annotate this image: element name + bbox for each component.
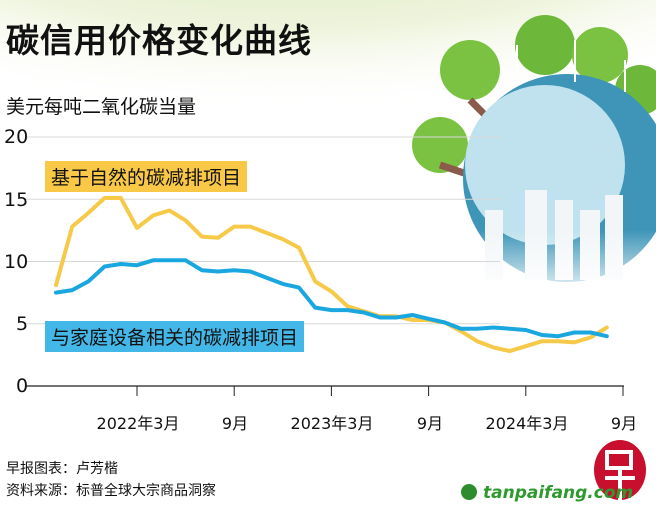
x-tick-label: 2022年3月	[96, 414, 180, 433]
y-axis-unit: 美元每吨二氧化碳当量	[6, 96, 197, 118]
y-tick-label: 15	[4, 189, 29, 211]
tree-icon	[412, 15, 656, 179]
x-tick-label: 2024年3月	[485, 414, 569, 433]
x-tick-label: 2023年3月	[290, 414, 374, 433]
x-tick-label: 9月	[610, 414, 638, 433]
page-title: 碳信用价格变化曲线	[6, 21, 312, 60]
y-tick-label: 5	[16, 313, 29, 335]
wind-turbine-icon	[516, 40, 626, 92]
x-tick-label: 9月	[416, 414, 444, 433]
x-tick-label: 9月	[221, 414, 249, 433]
legend-label-nature: 基于自然的碳减排项目	[45, 161, 248, 192]
y-tick-label: 20	[4, 126, 29, 148]
data-source: 资料来源：标普全球大宗商品洞察	[6, 483, 216, 499]
y-tick-label: 10	[4, 251, 29, 273]
watermark-logo: tanpaifang.com	[461, 440, 646, 508]
chart-credit: 早报图表：卢芳楷	[6, 461, 118, 477]
svg-text:tanpaifang.com: tanpaifang.com	[483, 483, 633, 503]
legend-label-household: 与家庭设备相关的碳减排项目	[45, 321, 305, 352]
y-tick-label: 0	[16, 375, 29, 397]
